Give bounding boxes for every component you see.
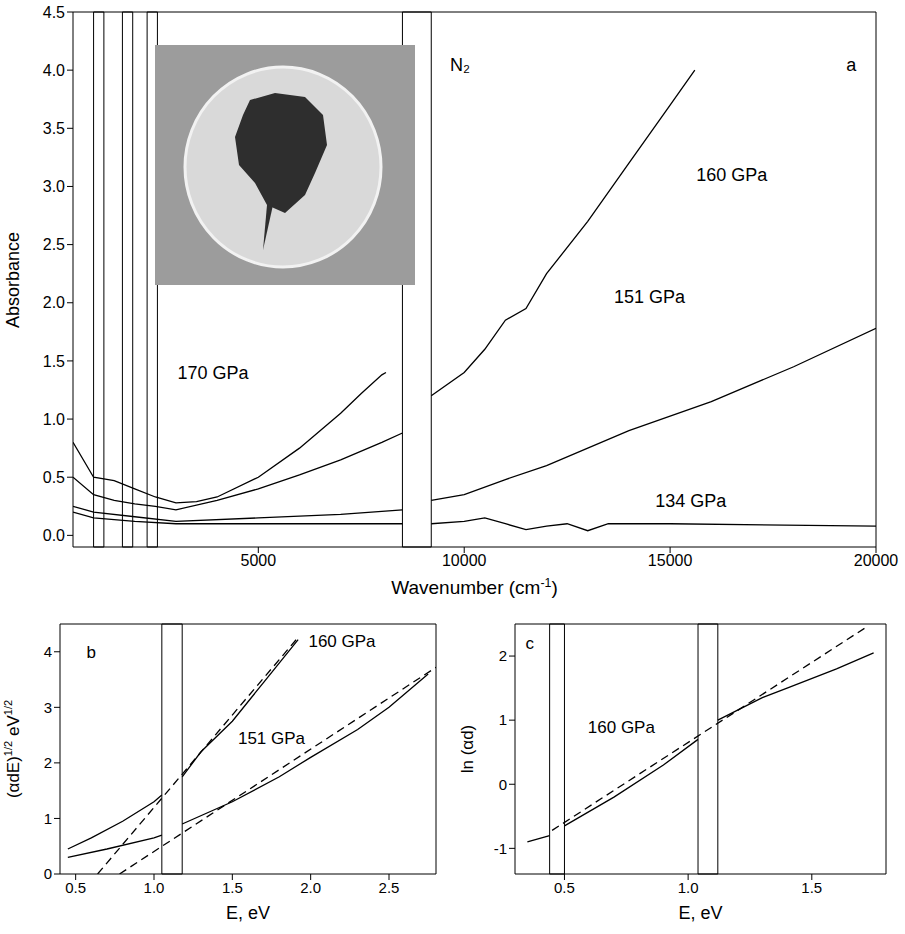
svg-text:151 GPa: 151 GPa [238,729,306,748]
svg-text:160 GPa: 160 GPa [308,632,376,651]
svg-text:1.0: 1.0 [144,879,165,896]
svg-text:15000: 15000 [648,552,693,569]
svg-text:151 GPa: 151 GPa [614,287,686,307]
html-text:(αdE): (αdE) [3,756,23,799]
svg-text:2.0: 2.0 [43,294,65,311]
html-text:1/2: 1/2 [2,699,15,716]
svg-text:4: 4 [44,643,52,660]
svg-text:160 GPa: 160 GPa [588,718,656,737]
html-text:E, eV: E, eV [226,903,270,923]
svg-text:1.5: 1.5 [222,879,243,896]
svg-text:3: 3 [44,699,52,716]
svg-text:0.5: 0.5 [554,879,575,896]
html-text:Absorbance: Absorbance [2,231,23,328]
svg-text:20000: 20000 [854,552,899,569]
svg-text:4.0: 4.0 [43,62,65,79]
html-text:Wavenumber (cm-1): Wavenumber (cm-1) [391,576,558,599]
svg-text:160 GPa: 160 GPa [696,165,768,185]
svg-text:1.5: 1.5 [43,353,65,370]
svg-text:3.0: 3.0 [43,178,65,195]
html-text:ln (αd): ln (αd) [458,724,477,774]
svg-text:b: b [87,643,96,662]
svg-text:0: 0 [499,776,507,793]
svg-text:c: c [526,634,535,653]
svg-text:10000: 10000 [442,552,487,569]
svg-text:-1: -1 [494,840,507,857]
html-text:E, eV: E, eV [678,903,723,923]
svg-text:1.5: 1.5 [801,879,822,896]
svg-text:1.0: 1.0 [678,879,699,896]
svg-text:1: 1 [499,711,507,728]
svg-text:0.5: 0.5 [43,469,65,486]
svg-text:1: 1 [44,810,52,827]
svg-text:2.5: 2.5 [43,236,65,253]
html-text:1/2: 1/2 [2,740,15,757]
svg-text:N₂: N₂ [450,55,470,75]
svg-text:2: 2 [44,754,52,771]
svg-text:0: 0 [44,865,52,882]
svg-text:134 GPa: 134 GPa [655,491,727,511]
svg-text:2: 2 [499,647,507,664]
svg-text:4.5: 4.5 [43,4,65,21]
svg-text:3.5: 3.5 [43,120,65,137]
svg-text:5000: 5000 [241,552,277,569]
svg-text:0.5: 0.5 [65,879,86,896]
svg-text:170 GPa: 170 GPa [177,363,249,383]
svg-text:0.0: 0.0 [43,527,65,544]
svg-text:2.0: 2.0 [300,879,321,896]
svg-text:2.5: 2.5 [379,879,400,896]
svg-text:a: a [846,55,857,75]
svg-text:1.0: 1.0 [43,411,65,428]
html-text:eV: eV [3,715,23,741]
